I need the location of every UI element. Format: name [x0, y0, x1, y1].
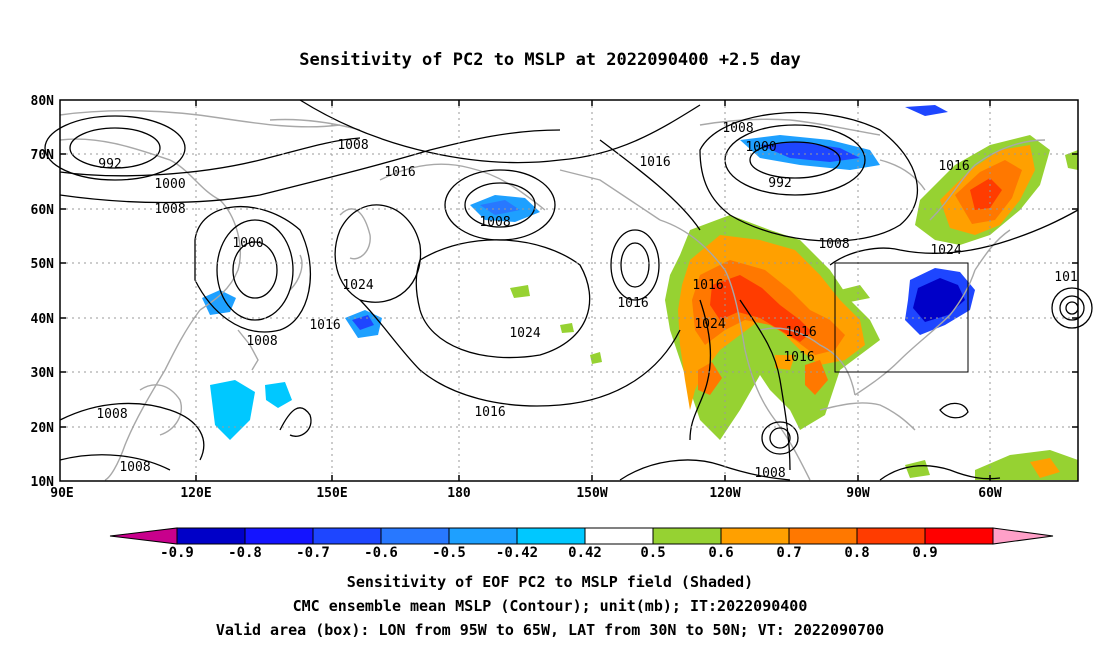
contour-label: 1008: [754, 466, 785, 481]
contour-label: 1024: [694, 317, 725, 332]
contour-label: 1000: [232, 236, 263, 251]
lat-label: 60N: [31, 203, 55, 218]
lat-label: 10N: [31, 475, 55, 490]
contour-label: 1016: [783, 350, 814, 365]
contour-label: 1016: [639, 155, 670, 170]
contour-label: 1008: [119, 460, 150, 475]
lon-label: 150W: [576, 486, 607, 501]
colorbar-label: -0.9: [160, 545, 194, 561]
colorbar-segment: [856, 527, 926, 545]
colorbar-end-low: [109, 527, 178, 545]
map-frame: [59, 99, 1079, 482]
colorbar-segment: [244, 527, 314, 545]
contour-label: 1024: [930, 243, 961, 258]
lat-label: 70N: [31, 148, 55, 163]
contour-label: 1000: [745, 140, 776, 155]
contour-label: 1008: [154, 202, 185, 217]
lat-label: 30N: [31, 366, 55, 381]
contour-label: 1008: [337, 138, 368, 153]
lon-label: 120E: [180, 486, 211, 501]
lon-labels: 90E 120E 150E 180 150W 120W 90W 60W: [50, 486, 1002, 501]
colorbar-label: -0.42: [496, 545, 538, 561]
colorbar-segment: [720, 527, 790, 545]
colorbar-end-high: [992, 527, 1054, 545]
lon-label: 150E: [316, 486, 347, 501]
coastlines: [59, 110, 1046, 481]
contour-labels: 992 1000 1008 1008 1016 1008 1000 1024 1…: [96, 121, 1077, 481]
contour-label: 992: [98, 157, 121, 172]
lon-label: 90E: [50, 486, 73, 501]
colorbar-segment: [176, 527, 246, 545]
contour-label: 1008: [479, 215, 510, 230]
shaded-sensitivity: [202, 105, 1078, 480]
colorbar-label: -0.8: [228, 545, 262, 561]
contour-label: 1016: [309, 318, 340, 333]
colorbar-segment: [448, 527, 518, 545]
colorbar-segment: [516, 527, 586, 545]
lat-label: 50N: [31, 257, 55, 272]
colorbar: [109, 527, 1054, 545]
lon-label: 180: [447, 486, 471, 501]
colorbar-label: 0.7: [776, 545, 801, 561]
lat-labels: 80N 70N 60N 50N 40N 30N 20N 10N: [31, 94, 55, 490]
contour-label: 1016: [384, 165, 415, 180]
lon-label: 120W: [709, 486, 740, 501]
colorbar-label: 0.6: [708, 545, 733, 561]
lat-label: 20N: [31, 421, 55, 436]
colorbar-label: -0.5: [432, 545, 466, 561]
contour-label: 1016: [692, 278, 723, 293]
colorbar-label: 0.9: [912, 545, 937, 561]
colorbar-segment: [312, 527, 382, 545]
lat-label: 80N: [31, 94, 55, 109]
contour-label: 1016: [938, 159, 969, 174]
contour-label: 1016: [617, 296, 648, 311]
valid-area-box: [834, 262, 969, 373]
colorbar-segment: [380, 527, 450, 545]
colorbar-labels: -0.9 -0.8 -0.7 -0.6 -0.5 -0.42 0.42 0.5 …: [160, 545, 938, 561]
colorbar-segment: [788, 527, 858, 545]
contour-label: 1008: [722, 121, 753, 136]
colorbar-label: 0.8: [844, 545, 869, 561]
lon-label: 90W: [846, 486, 870, 501]
contour-label: 1008: [246, 334, 277, 349]
colorbar-label: -0.6: [364, 545, 398, 561]
contour-label: 992: [768, 176, 791, 191]
contour-label: 1008: [96, 407, 127, 422]
contour-label: 1008: [818, 237, 849, 252]
colorbar-label: -0.7: [296, 545, 330, 561]
caption-valid-area: Valid area (box): LON from 95W to 65W, L…: [215, 621, 885, 639]
lon-label: 60W: [978, 486, 1002, 501]
contour-label: 1016: [474, 405, 505, 420]
contour-label: 1016: [785, 325, 816, 340]
mslp-contours: [44, 99, 1093, 481]
contour-label: 1000: [154, 177, 185, 192]
contour-label: 101: [1054, 270, 1077, 285]
grid-lines: [60, 100, 1078, 481]
caption-shaded: Sensitivity of EOF PC2 to MSLP field (Sh…: [346, 573, 754, 591]
map-title: Sensitivity of PC2 to MSLP at 2022090400…: [299, 50, 801, 70]
colorbar-segment: [652, 527, 722, 545]
tick-marks: [60, 100, 1078, 481]
lat-label: 40N: [31, 312, 55, 327]
caption-contour: CMC ensemble mean MSLP (Contour); unit(m…: [292, 597, 808, 615]
contour-label: 1024: [342, 278, 373, 293]
colorbar-label: 0.5: [640, 545, 665, 561]
contour-label: 1024: [509, 326, 540, 341]
colorbar-label: 0.42: [568, 545, 602, 561]
colorbar-segment: [584, 527, 654, 545]
colorbar-segment: [924, 527, 994, 545]
